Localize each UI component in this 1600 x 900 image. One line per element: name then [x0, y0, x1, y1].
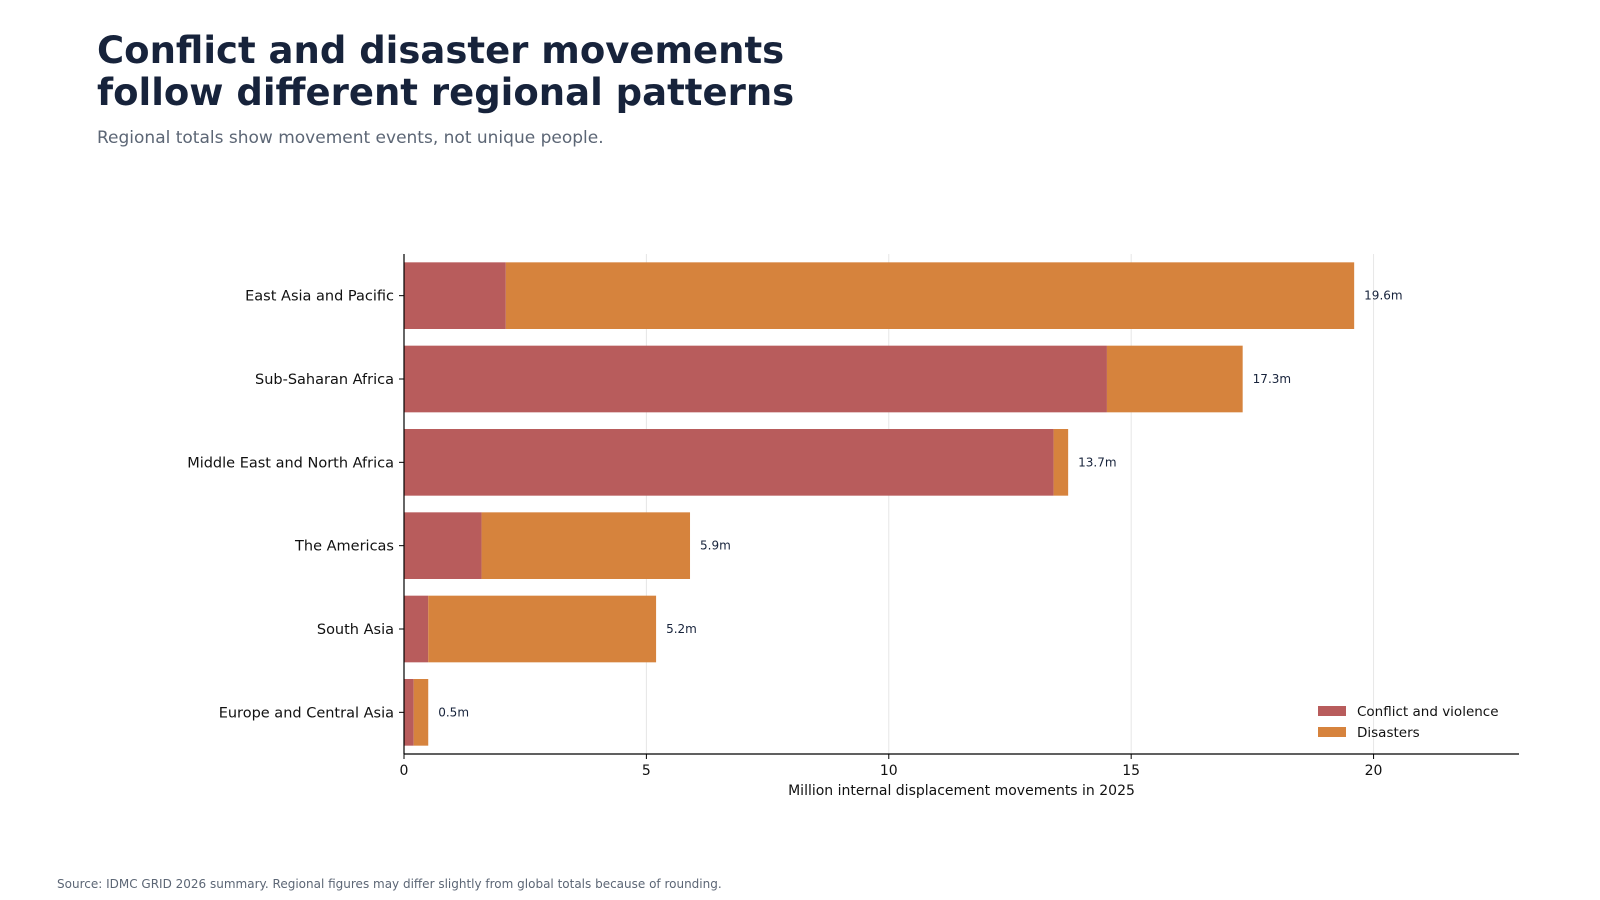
bar-segment-disasters [413, 679, 429, 746]
bar-segment-conflict [404, 595, 429, 663]
total-value-label: 5.2m [666, 622, 697, 636]
legend-label: Disasters [1357, 725, 1420, 741]
bar-segment-disasters [505, 262, 1355, 329]
x-tick-label: 10 [880, 763, 898, 779]
bar-segment-conflict [404, 679, 414, 746]
category-label: Sub-Saharan Africa [255, 372, 394, 388]
x-tick-label: 0 [400, 763, 409, 779]
legend: Conflict and violence Disasters [1318, 704, 1499, 741]
category-label: Middle East and North Africa [187, 455, 394, 471]
bar-segment-conflict [404, 429, 1054, 496]
bar-segment-disasters [428, 595, 657, 663]
bar-segment-conflict [404, 512, 482, 579]
total-value-label: 0.5m [438, 705, 469, 719]
chart-title: Conflict and disaster movements follow d… [97, 30, 794, 114]
chart-title-line-2: follow different regional patterns [97, 71, 795, 114]
source-note: Source: IDMC GRID 2026 summary. Regional… [57, 877, 722, 891]
category-label: South Asia [317, 622, 394, 638]
total-value-label: 17.3m [1253, 372, 1291, 386]
bar-segment-conflict [404, 345, 1107, 413]
x-tick-label: 15 [1122, 763, 1140, 779]
total-value-label: 5.9m [700, 539, 731, 553]
chart-subtitle: Regional totals show movement events, no… [97, 128, 604, 148]
x-axis-title: Million internal displacement movements … [788, 783, 1135, 799]
gridlines [645, 254, 1375, 754]
axes [399, 254, 1519, 759]
legend-label: Conflict and violence [1357, 704, 1499, 720]
bar-segment-conflict [404, 262, 506, 329]
bars [404, 262, 1355, 746]
legend-swatch [1318, 706, 1346, 716]
x-tick-label: 5 [642, 763, 651, 779]
category-label: Europe and Central Asia [219, 705, 394, 721]
total-value-label: 19.6m [1364, 289, 1402, 303]
bar-segment-disasters [1053, 429, 1069, 496]
total-value-label: 13.7m [1078, 455, 1116, 469]
chart-title-line-1: Conflict and disaster movements [97, 29, 785, 72]
bar-segment-disasters [1106, 345, 1243, 413]
legend-swatch [1318, 727, 1346, 737]
x-tick-label: 20 [1365, 763, 1383, 779]
category-label: The Americas [294, 539, 394, 555]
bar-segment-disasters [481, 512, 691, 579]
labels: 0 5 10 15 20 East Asia and Pacific 19.6m Sub-Sa… [187, 289, 1402, 799]
category-label: East Asia and Pacific [245, 289, 394, 305]
